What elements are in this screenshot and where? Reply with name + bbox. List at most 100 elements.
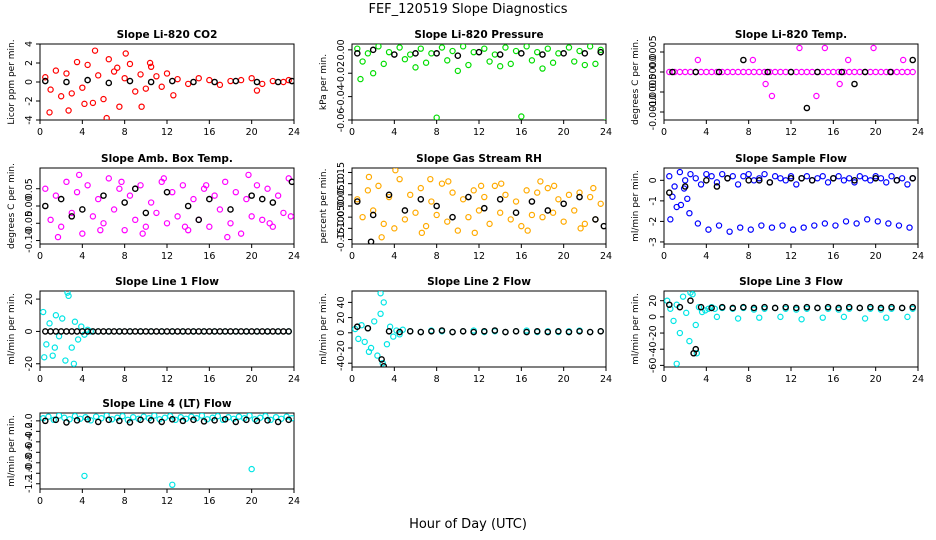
slope-point xyxy=(369,46,377,54)
slope-point xyxy=(174,328,181,335)
data-point xyxy=(703,68,710,76)
y-tick-label: -0.0005 xyxy=(648,74,659,111)
data-point xyxy=(539,213,546,221)
slope-point xyxy=(745,177,752,184)
data-point xyxy=(539,65,546,72)
data-point xyxy=(195,74,202,82)
data-point xyxy=(711,305,719,312)
data-point xyxy=(45,413,52,420)
y-tick-label: 20 xyxy=(648,295,659,307)
data-point xyxy=(422,222,430,230)
data-point xyxy=(52,192,60,199)
data-point xyxy=(586,44,594,50)
data-point xyxy=(851,179,858,186)
panel-title: Slope Line 3 Flow xyxy=(739,276,843,288)
data-point xyxy=(380,220,387,228)
slope-point xyxy=(771,304,779,312)
data-point xyxy=(428,50,435,57)
data-point xyxy=(555,196,562,203)
panel-3: Slope Li-820 Temp. 0 4 8 12 16 20 24 -0.0010-0.0… xyxy=(631,29,924,138)
y-axis-label: degrees C per min. xyxy=(631,39,641,125)
data-point xyxy=(396,331,403,338)
data-point xyxy=(445,178,452,185)
data-point xyxy=(237,230,245,237)
data-point xyxy=(899,56,907,64)
data-point xyxy=(118,178,125,186)
slope-point xyxy=(110,328,118,335)
data-point xyxy=(379,360,386,367)
data-point xyxy=(523,187,530,194)
x-tick-label: 0 xyxy=(37,496,43,507)
data-point xyxy=(393,327,400,334)
slope-point xyxy=(830,174,837,182)
data-point xyxy=(285,76,292,84)
slope-point xyxy=(221,328,229,335)
data-point xyxy=(105,56,112,63)
figure-title: FEF_120519 Slope Diagnostics xyxy=(368,2,568,17)
data-point xyxy=(116,185,123,192)
slope-point xyxy=(274,328,282,335)
data-point xyxy=(830,68,837,76)
x-tick-label: 16 xyxy=(203,496,215,507)
slope-point xyxy=(835,304,842,312)
points-layer xyxy=(664,291,917,367)
data-point xyxy=(371,318,378,325)
slope-point xyxy=(274,78,282,86)
slope-point xyxy=(740,303,747,311)
y-axis-label: ml/min per min. xyxy=(7,415,17,487)
data-point xyxy=(274,192,282,199)
data-point xyxy=(184,80,192,88)
data-point xyxy=(454,67,462,75)
data-point xyxy=(555,50,562,57)
data-point xyxy=(433,211,440,219)
slope-point xyxy=(576,327,583,335)
y-tick-label: -0.8 xyxy=(24,454,35,473)
data-point xyxy=(100,220,107,227)
slope-point xyxy=(665,301,673,309)
data-point xyxy=(369,70,377,77)
data-point xyxy=(418,229,426,237)
slope-point xyxy=(592,216,599,223)
data-point xyxy=(417,45,424,52)
slope-point xyxy=(600,222,606,230)
slope-point xyxy=(480,204,488,212)
data-point xyxy=(512,198,520,205)
slope-point xyxy=(764,68,772,76)
slope-point xyxy=(269,328,277,335)
slope-point xyxy=(364,324,372,332)
x-tick-label: 0 xyxy=(349,127,355,138)
data-point xyxy=(502,44,509,51)
data-point xyxy=(142,85,150,92)
slope-point xyxy=(52,328,60,335)
plot-frame xyxy=(663,43,919,121)
data-point xyxy=(385,193,393,201)
data-point xyxy=(98,415,105,422)
data-point xyxy=(895,222,903,229)
data-point xyxy=(51,344,59,351)
x-tick-label: 24 xyxy=(600,374,612,385)
y-tick-label: 0 xyxy=(648,177,659,183)
y-tick-label: -40 xyxy=(648,341,659,357)
data-point xyxy=(888,173,895,180)
data-point xyxy=(390,333,397,340)
panel-title: Slope Li-820 Pressure xyxy=(414,29,543,41)
slope-point xyxy=(581,50,589,57)
data-point xyxy=(883,179,890,186)
data-point xyxy=(681,177,689,184)
data-point xyxy=(193,415,200,422)
slope-point xyxy=(480,327,488,335)
data-point xyxy=(137,182,144,189)
data-point xyxy=(867,68,874,76)
data-point xyxy=(91,47,99,54)
data-point xyxy=(719,170,726,178)
data-point xyxy=(211,192,218,199)
y-tick-label: 0.05 xyxy=(336,184,347,205)
data-point xyxy=(787,173,795,180)
slope-point xyxy=(116,417,123,425)
slope-point xyxy=(518,50,525,57)
x-tick-label: 4 xyxy=(391,374,397,385)
slope-point xyxy=(52,416,60,424)
slope-point xyxy=(126,419,134,426)
slope-point xyxy=(417,328,425,336)
data-point xyxy=(524,227,531,234)
